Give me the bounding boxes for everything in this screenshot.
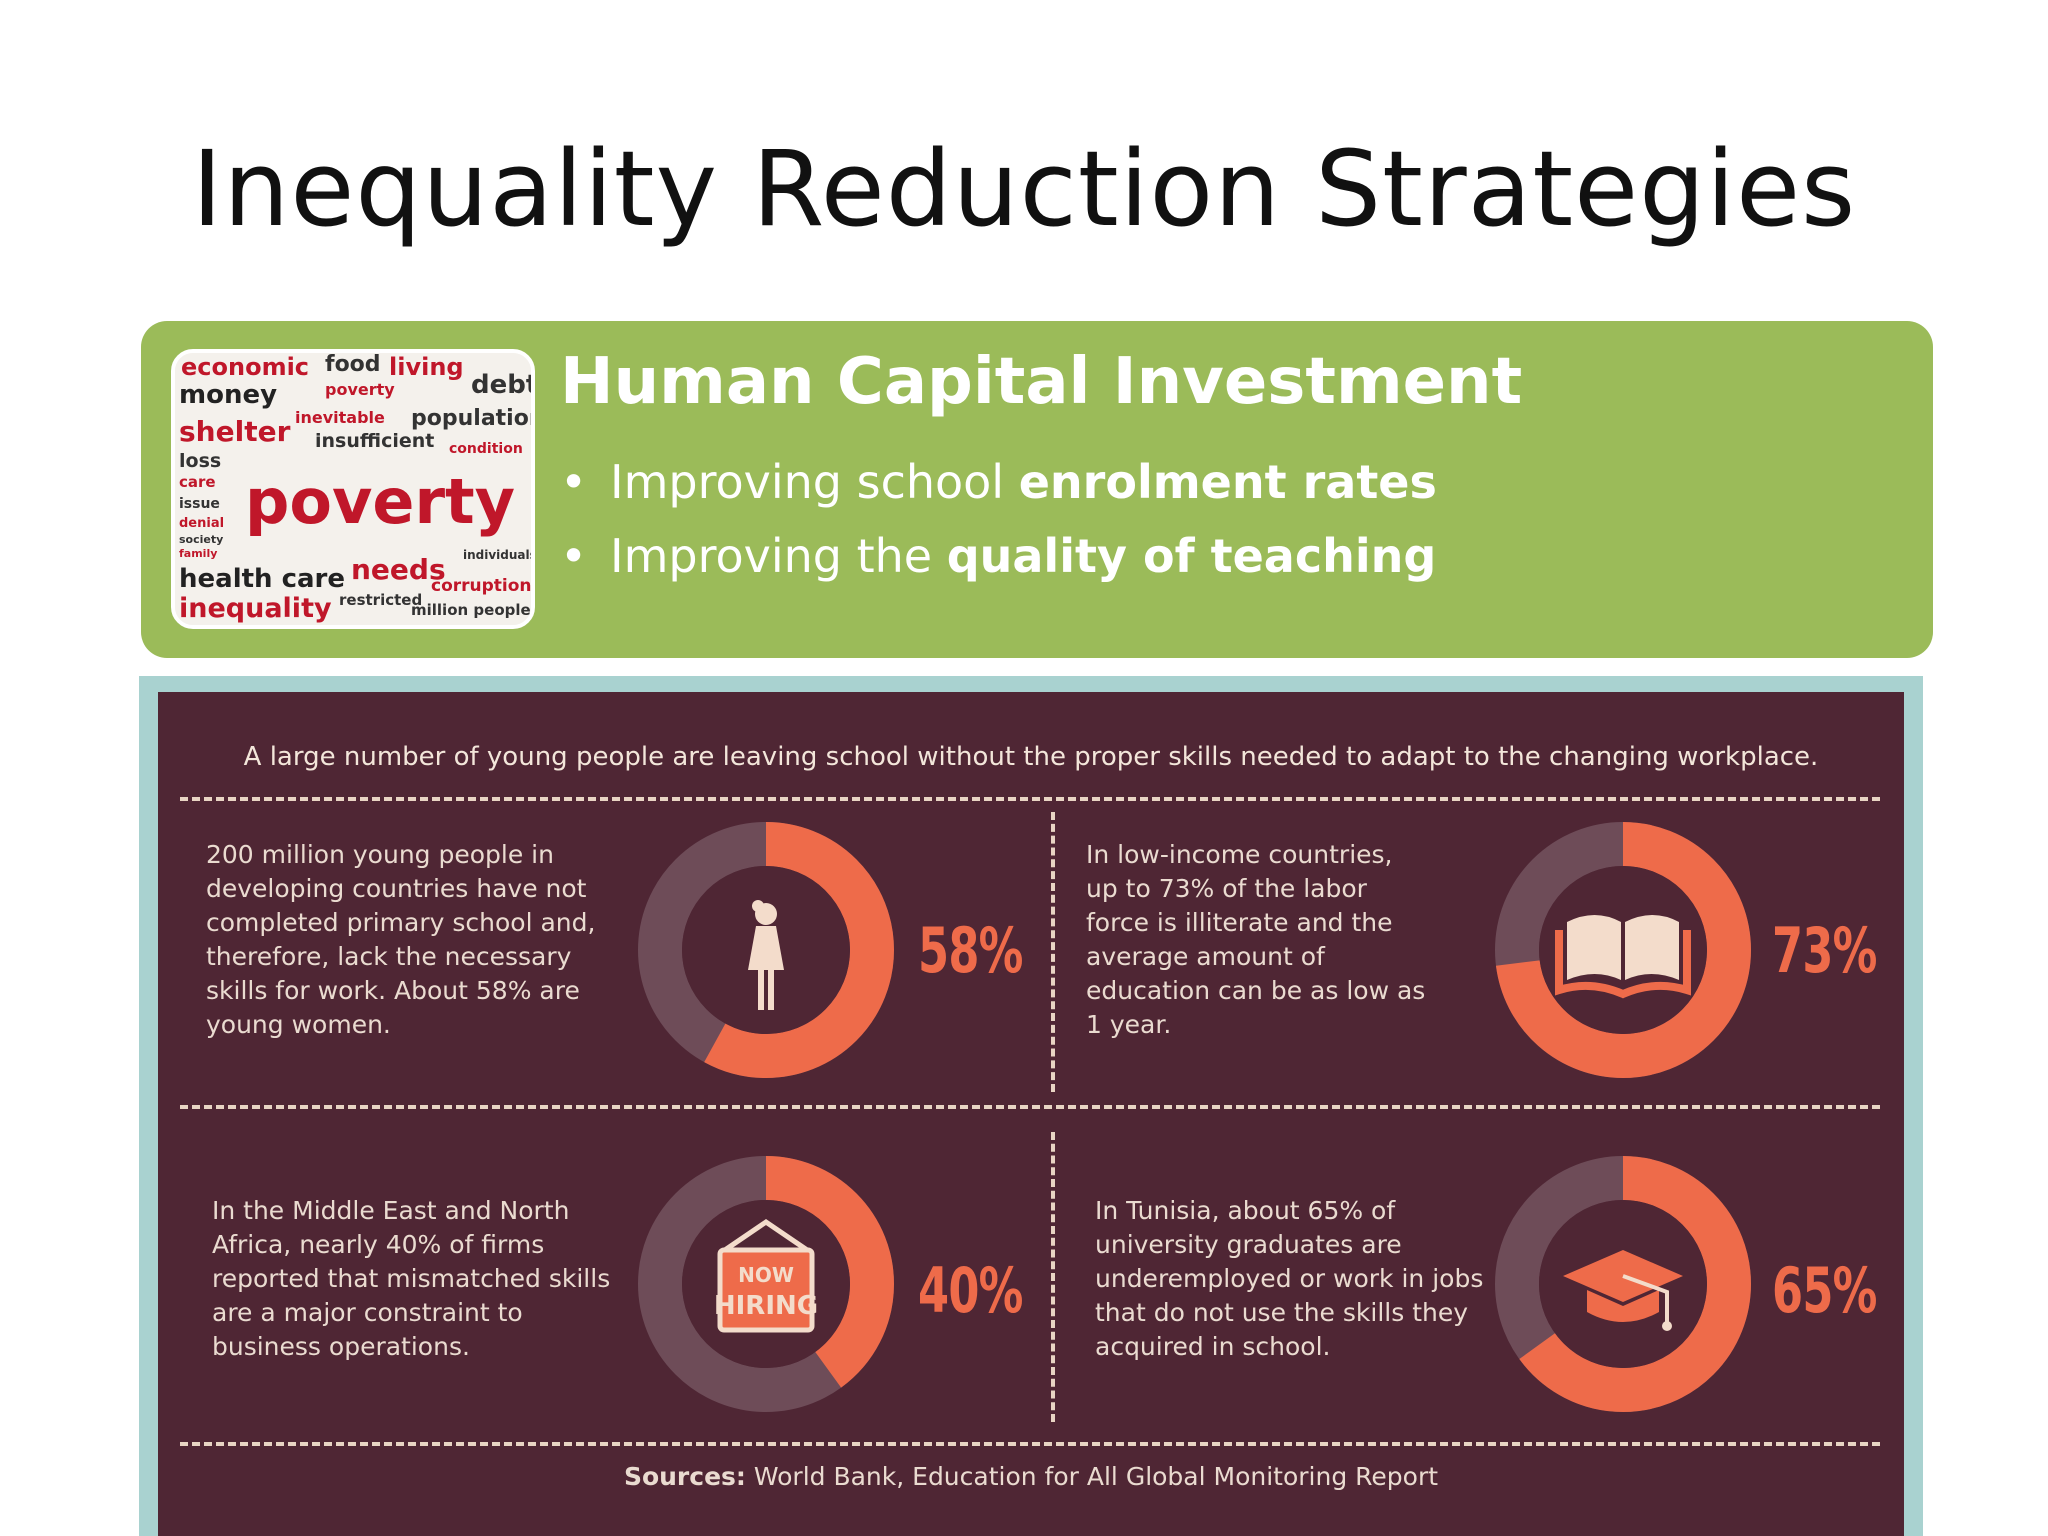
stat-text-mismatched-skills: In the Middle East and North Africa, nea… [212,1196,611,1361]
donut-value-arc [638,1156,894,1412]
collage-svg: economic food living debt money poverty … [175,353,531,625]
bullet-text: Improving school [610,455,1019,509]
graduation-cap-icon [1563,1250,1683,1331]
collage-word: restricted [339,591,422,609]
donut-value-arc [638,822,894,1078]
donut-value-arc [1495,1156,1751,1412]
open-book-icon [1555,915,1691,999]
collage-word: inevitable [295,408,385,427]
vertical-dashed-divider [1051,1132,1055,1422]
donut-chart-40: NOW HIRING [638,1156,894,1412]
collage-word: living [389,353,464,381]
svg-text:NOW: NOW [738,1263,794,1287]
bullet-dot-icon: • [560,529,588,583]
collage-word: insufficient [315,430,434,452]
dashed-divider [180,797,1880,801]
percent-label-73: 73% [1772,914,1877,987]
collage-word-poverty: poverty [245,465,515,538]
panel-heading: Human Capital Investment [560,345,1523,419]
now-hiring-sign-icon: NOW HIRING [714,1218,818,1333]
collage-word: condition [449,441,523,457]
bullet-dot-icon: • [560,455,588,509]
collage-word: care [179,473,216,491]
donut-chart-58 [638,822,894,1078]
sources-line: Sources: World Bank, Education for All G… [158,1462,1904,1491]
bullet-item: • Improving school enrolment rates [560,445,1437,519]
stat-text-illiterate: In low-income countries, up to 73% of th… [1086,840,1426,1039]
infographic-frame: A large number of young people are leavi… [139,676,1923,1536]
sources-label: Sources: [623,1462,746,1491]
collage-word: economic [181,353,309,381]
bullet-list: • Improving school enrolment rates • Impro… [560,445,1437,593]
slide-title: Inequality Reduction Strategies [191,128,1857,250]
collage-word: individuals [463,548,531,562]
poverty-word-collage-image: economic food living debt money poverty … [171,349,535,629]
collage-word: society [179,533,223,546]
bullet-bold: quality of teaching [946,529,1437,583]
collage-word: corruption [431,576,531,596]
donut-chart-73 [1495,822,1751,1078]
collage-word: poverty [325,380,395,399]
collage-word: health care [179,564,345,594]
svg-text:HIRING: HIRING [714,1291,818,1321]
dashed-divider [180,1105,1880,1109]
percent-label-40: 40% [918,1254,1023,1327]
collage-word: population [411,406,531,431]
sources-text: World Bank, Education for All Global Mon… [745,1462,1439,1491]
stat-text-young-women: 200 million young people in developing c… [206,840,596,1039]
donut-value-arc [1495,822,1751,1078]
infographic-headline: A large number of young people are leavi… [243,742,1819,772]
woman-icon [748,900,784,1010]
collage-word: debt [471,370,531,400]
dashed-divider [180,1442,1880,1446]
vertical-dashed-divider [1051,812,1055,1092]
collage-word: food [325,353,381,377]
stat-text-underemployed: In Tunisia, about 65% of university grad… [1095,1196,1484,1361]
human-capital-panel: economic food living debt money poverty … [141,321,1933,658]
collage-word: shelter [179,415,291,448]
collage-word: money [179,380,277,410]
percent-label-58: 58% [918,914,1023,987]
bullet-bold: enrolment rates [1018,455,1437,509]
percent-label-65: 65% [1772,1254,1877,1327]
bullet-item: • Improving the quality of teaching [560,519,1437,593]
donut-chart-65 [1495,1156,1751,1412]
donut-center [1539,866,1707,1034]
collage-word: family [179,547,217,560]
collage-word: denial [179,516,224,531]
collage-word: needs [351,553,446,586]
collage-word: issue [179,496,220,512]
collage-word: million people [411,601,531,619]
collage-word: loss [179,450,221,472]
skills-infographic: A large number of young people are leavi… [158,692,1904,1536]
collage-word: inequality [179,593,332,624]
bullet-text: Improving the [610,529,947,583]
